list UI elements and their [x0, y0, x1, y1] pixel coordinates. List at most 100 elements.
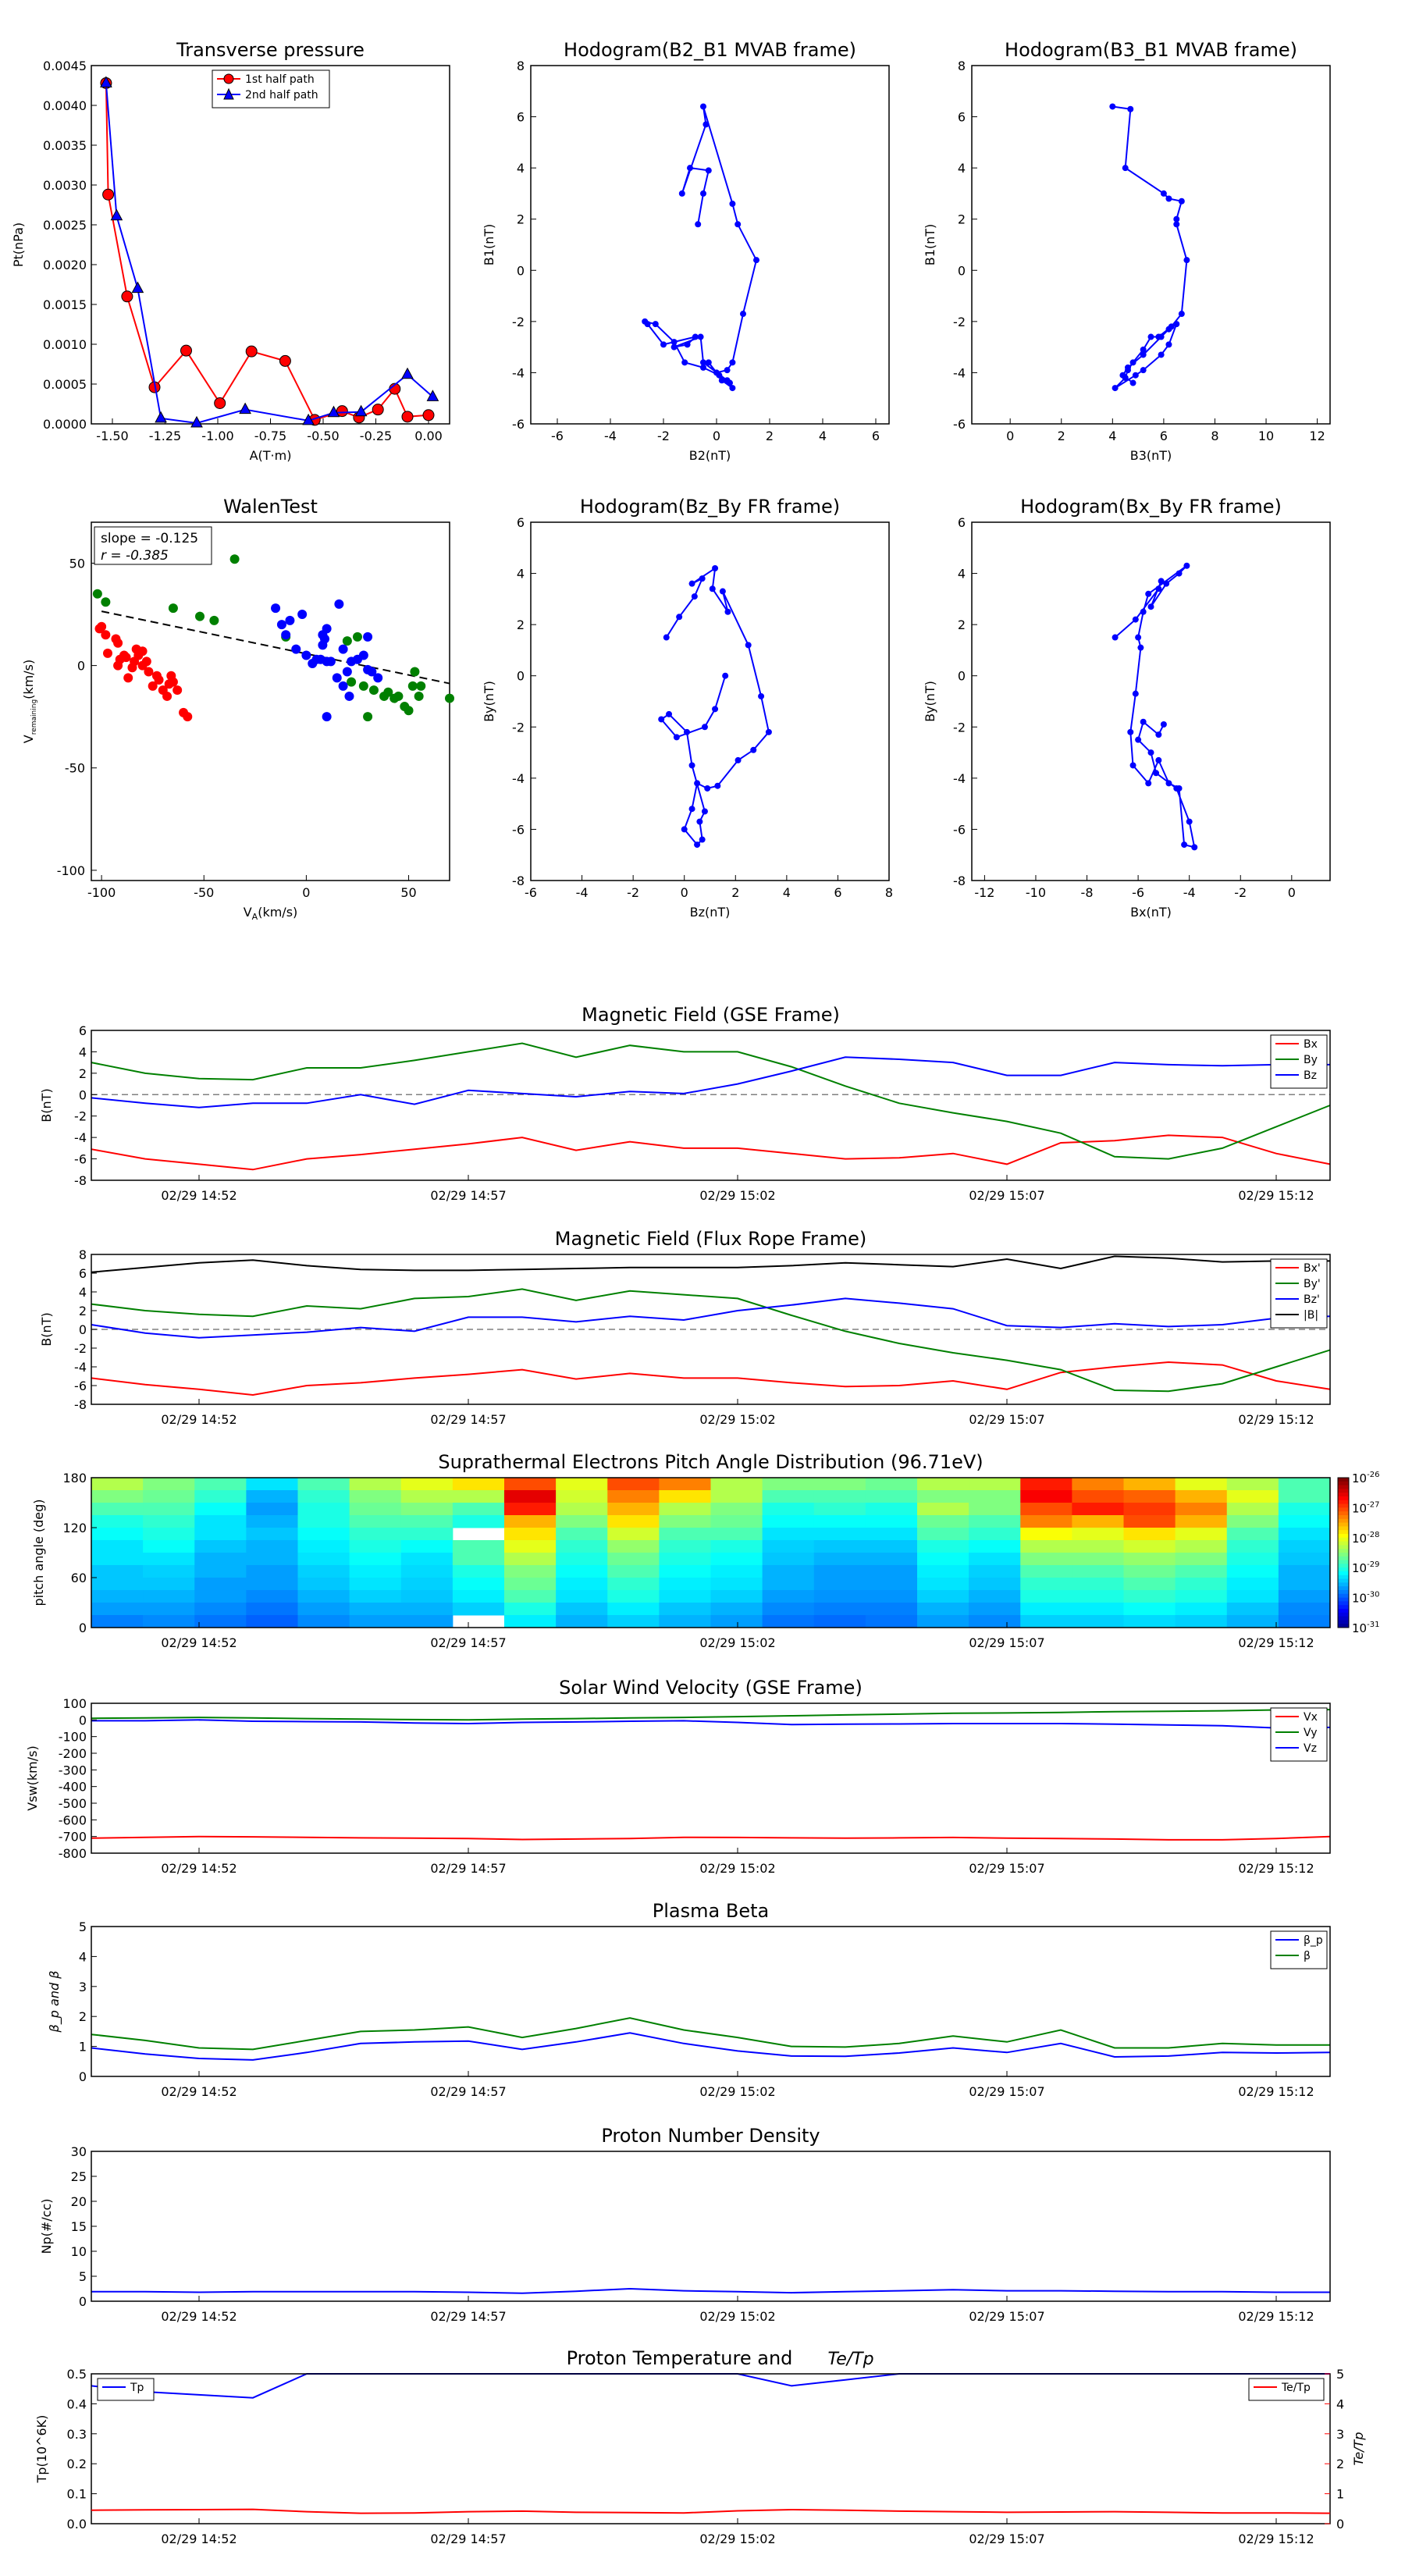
hodogram-point — [1135, 634, 1142, 641]
heatmap-cell — [452, 1540, 505, 1553]
beta-panel: Plasma Beta 5 4 3 2 1 0 02/29 14:52 02/29 14:57 0… — [47, 1900, 1331, 2099]
heatmap-cell — [1123, 1540, 1176, 1553]
heatmap-cell — [556, 1578, 608, 1591]
time-tick-label: 02/29 15:07 — [969, 1861, 1044, 1876]
slope-annotation: slope = -0.125 — [101, 531, 198, 546]
y-tick-label: 0 — [79, 1713, 87, 1727]
hodogram-point — [709, 585, 716, 592]
y-tick-label-right: 3 — [1336, 2427, 1344, 2442]
scatter-point — [130, 656, 140, 667]
scatter-point — [404, 706, 414, 716]
data-point-circle — [422, 409, 435, 422]
y-tick-label: 60 — [71, 1571, 87, 1585]
hodogram-point — [1183, 257, 1190, 264]
heatmap-cell — [762, 1603, 815, 1616]
colorbar-cell — [1338, 1503, 1349, 1508]
plot-frame — [91, 1477, 1331, 1628]
scatter-point — [297, 610, 308, 620]
heatmap-cell — [556, 1528, 608, 1541]
scatter-point — [229, 554, 240, 564]
hodogram-point — [1165, 341, 1172, 348]
hodogram-point — [1135, 736, 1142, 743]
heatmap-cell — [349, 1578, 402, 1591]
hodogram-point — [700, 190, 706, 197]
y-tick-label: 0.0045 — [43, 59, 87, 73]
heatmap-cell — [400, 1478, 454, 1491]
heatmap-cell — [813, 1565, 866, 1578]
y-tick-label: -600 — [59, 1813, 87, 1827]
panel-title: Magnetic Field (Flux Rope Frame) — [555, 1228, 866, 1250]
heatmap-cell — [1123, 1578, 1176, 1591]
y-tick-label: 4 — [958, 161, 966, 176]
hodogram-point — [695, 221, 702, 228]
scatter-point — [318, 640, 328, 650]
heatmap-cell — [1020, 1553, 1072, 1566]
heatmap-cell — [865, 1590, 918, 1603]
time-tick-label: 02/29 14:57 — [430, 1412, 506, 1427]
heatmap-cell — [556, 1603, 608, 1616]
series-Bz — [91, 1056, 1330, 1108]
scatter-point — [358, 650, 368, 660]
y-tick-label: 8 — [517, 59, 525, 73]
heatmap-cell — [143, 1590, 195, 1603]
walen-test-chart: WalenTest -100 -50 0 50 -100 -50 0 50 VA(km/s) Vre… — [21, 496, 454, 922]
hodogram-point — [1140, 608, 1147, 615]
x-tick-label: -8 — [1081, 885, 1094, 900]
heatmap-cell — [504, 1503, 557, 1516]
time-tick-label: 02/29 14:52 — [161, 2309, 237, 2324]
heatmap-cell — [349, 1590, 402, 1603]
heatmap-cell — [1020, 1615, 1072, 1628]
hodogram-point — [1147, 333, 1154, 340]
hodogram-point — [704, 785, 711, 792]
data-point-triangle — [239, 402, 251, 415]
heatmap-cell — [710, 1528, 763, 1541]
x-tick-label: -50 — [194, 885, 214, 900]
hodogram-point — [694, 841, 701, 849]
data-point-triangle — [190, 415, 203, 428]
hodogram-point — [1129, 379, 1136, 386]
x-tick-label: -1.50 — [96, 429, 128, 443]
heatmap-cell — [710, 1553, 763, 1566]
heatmap-cell — [143, 1578, 195, 1591]
hodogram-point — [1158, 578, 1165, 585]
hodogram-point — [765, 728, 772, 735]
heatmap-cell — [1175, 1590, 1228, 1603]
heatmap-cell — [452, 1515, 505, 1528]
y-tick-label: -8 — [74, 1173, 87, 1188]
heatmap-cell — [1123, 1515, 1176, 1528]
plot-frame — [91, 65, 450, 425]
scatter-point — [141, 656, 151, 667]
y-tick-label: 4 — [79, 1285, 87, 1300]
scatter-point — [148, 681, 158, 691]
series-p — [91, 2032, 1331, 2061]
heatmap-cell — [1020, 1515, 1072, 1528]
y-tick-label: -700 — [59, 1830, 87, 1845]
heatmap-cell — [1278, 1528, 1331, 1541]
time-tick-label: 02/29 14:57 — [430, 1861, 506, 1876]
time-tick-label: 02/29 15:12 — [1238, 2084, 1314, 2099]
hodogram-point — [1122, 165, 1129, 172]
heatmap-cell — [762, 1528, 815, 1541]
time-tick-label: 02/29 15:12 — [1238, 1188, 1314, 1203]
heatmap-cell — [969, 1578, 1021, 1591]
heatmap-cell — [607, 1503, 660, 1516]
heatmap-cell — [1175, 1478, 1228, 1491]
x-tick-label: -6 — [1132, 885, 1144, 900]
heatmap-cell — [1226, 1615, 1279, 1628]
hodogram-point — [753, 257, 759, 264]
colorbar-cell — [1338, 1518, 1349, 1524]
y-tick-label: 6 — [79, 1266, 87, 1281]
scatter-point — [173, 685, 183, 696]
heatmap-cell — [1020, 1565, 1072, 1578]
x-tick-label: -100 — [87, 885, 116, 900]
colorbar-tick-label: 10-31 — [1352, 1621, 1379, 1635]
heatmap-cell — [91, 1603, 144, 1616]
hodogram-point — [681, 359, 688, 366]
x-tick-label: -0.50 — [307, 429, 339, 443]
heatmap-cell — [917, 1515, 969, 1528]
x-tick-label: 12 — [1309, 429, 1325, 443]
heatmap-cell — [969, 1565, 1021, 1578]
scatter-point — [137, 646, 148, 656]
hodogram-point — [696, 818, 703, 825]
y-axis-label: Np(#/cc) — [39, 2199, 54, 2254]
